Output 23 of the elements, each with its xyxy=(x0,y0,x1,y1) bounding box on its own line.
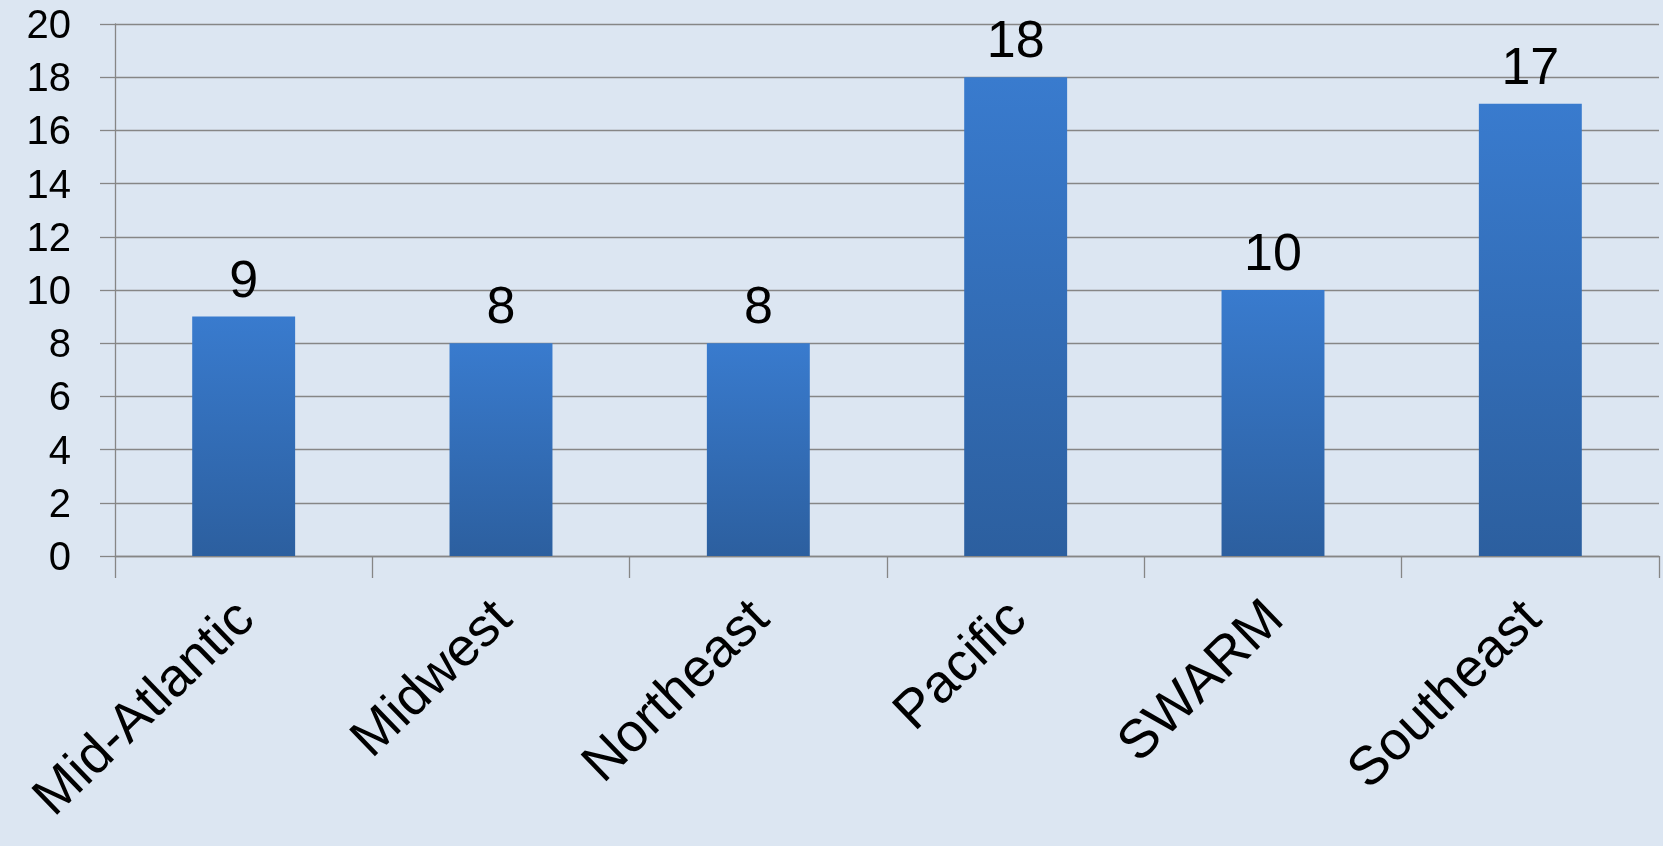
bar xyxy=(1478,103,1582,556)
y-tick-label: 20 xyxy=(26,2,71,46)
data-label: 9 xyxy=(229,249,259,308)
y-tick-label: 10 xyxy=(26,268,71,312)
y-tick-label: 6 xyxy=(48,374,71,419)
bar xyxy=(706,343,810,556)
data-label: 8 xyxy=(486,276,516,335)
bar xyxy=(1221,290,1325,556)
bar xyxy=(964,77,1068,556)
data-label: 17 xyxy=(1501,36,1560,95)
data-label: 8 xyxy=(743,276,773,335)
y-tick-label: 8 xyxy=(48,321,71,366)
y-tick-label: 12 xyxy=(26,214,71,259)
y-tick-label: 2 xyxy=(48,480,71,525)
y-tick-label: 14 xyxy=(26,161,71,206)
y-tick-label: 18 xyxy=(26,55,71,100)
y-tick-label: 0 xyxy=(48,534,71,578)
y-tick-label: 4 xyxy=(48,427,71,472)
y-tick-label: 16 xyxy=(26,108,71,153)
bar xyxy=(192,316,296,556)
data-label: 18 xyxy=(986,10,1045,69)
data-label: 10 xyxy=(1244,223,1302,281)
bar xyxy=(449,343,553,556)
